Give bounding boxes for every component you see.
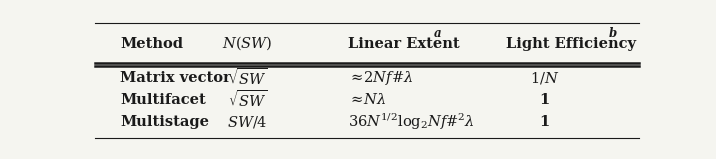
Text: $\approx\!2Nf\#\lambda$: $\approx\!2Nf\#\lambda$ — [347, 69, 412, 87]
Text: Linear Extent: Linear Extent — [347, 37, 459, 51]
Text: Matrix vector: Matrix vector — [120, 71, 231, 85]
Text: $36N^{1/2}\log_2\!Nf\#^2\lambda$: $36N^{1/2}\log_2\!Nf\#^2\lambda$ — [347, 112, 474, 132]
Text: Multifacet: Multifacet — [120, 93, 205, 107]
Text: b: b — [609, 27, 616, 40]
Text: Light Efficiency: Light Efficiency — [505, 37, 636, 51]
Text: a: a — [434, 27, 441, 40]
Text: Multistage: Multistage — [120, 115, 209, 129]
Text: 1: 1 — [539, 115, 550, 129]
Text: $1/N$: $1/N$ — [530, 70, 559, 86]
Text: $\sqrt{SW}$: $\sqrt{SW}$ — [228, 89, 267, 110]
Text: 1: 1 — [539, 93, 550, 107]
Text: $\approx\!N\lambda$: $\approx\!N\lambda$ — [347, 92, 386, 107]
Text: $N(SW)$: $N(SW)$ — [223, 35, 273, 52]
Text: Method: Method — [120, 37, 183, 51]
Text: $SW/4$: $SW/4$ — [228, 114, 268, 130]
Text: $\sqrt{SW}$: $\sqrt{SW}$ — [228, 67, 267, 88]
